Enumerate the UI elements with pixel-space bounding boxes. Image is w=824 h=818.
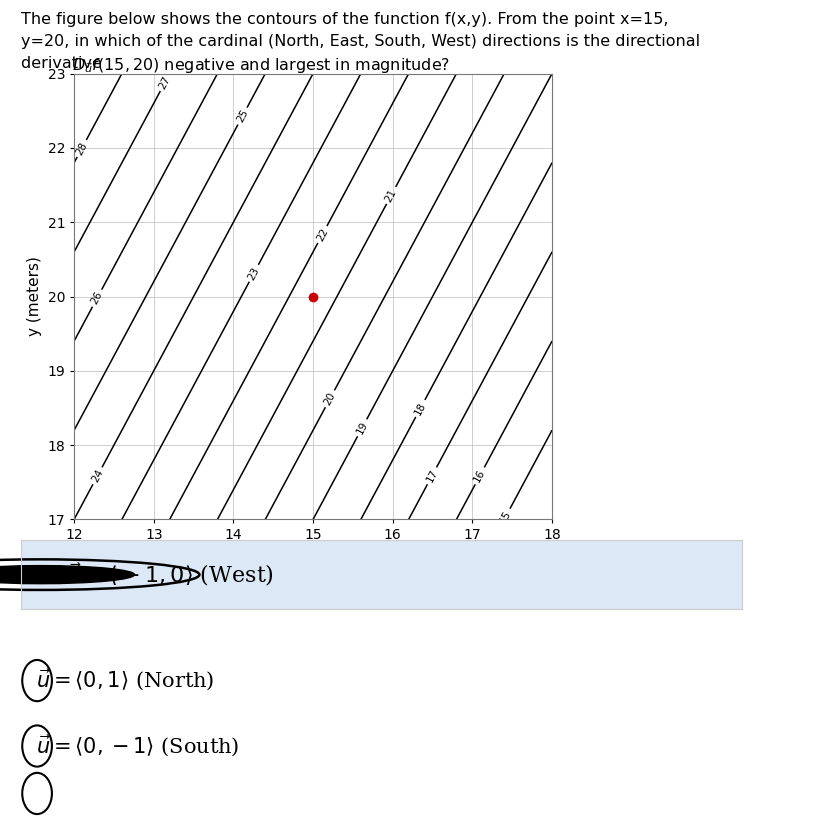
- Text: $\vec{u} = \langle -1, 0\rangle$ (West): $\vec{u} = \langle -1, 0\rangle$ (West): [68, 561, 274, 588]
- Text: $D_{\vec{u}}f(15, 20)$ negative and largest in magnitude?: $D_{\vec{u}}f(15, 20)$ negative and larg…: [72, 56, 450, 75]
- Text: 28: 28: [74, 140, 89, 157]
- Circle shape: [0, 565, 134, 584]
- Text: y=20, in which of the cardinal (North, East, South, West) directions is the dire: y=20, in which of the cardinal (North, E…: [21, 34, 700, 49]
- Text: 21: 21: [384, 187, 399, 204]
- Y-axis label: y (meters): y (meters): [27, 257, 42, 336]
- Text: 23: 23: [246, 265, 261, 281]
- Text: 17: 17: [424, 468, 439, 484]
- Text: 24: 24: [90, 468, 105, 484]
- Text: The figure below shows the contours of the function f(x,y). From the point x=15,: The figure below shows the contours of t…: [21, 12, 668, 27]
- Text: 18: 18: [413, 400, 428, 416]
- Text: 27: 27: [157, 74, 172, 91]
- Text: 20: 20: [322, 391, 338, 407]
- Text: $\vec{u} = \langle 0, 1\rangle$ (North): $\vec{u} = \langle 0, 1\rangle$ (North): [36, 668, 214, 693]
- Text: 19: 19: [354, 420, 370, 436]
- Text: 25: 25: [235, 108, 250, 124]
- X-axis label: x (meters): x (meters): [274, 548, 353, 563]
- Text: 26: 26: [90, 290, 105, 307]
- Text: 22: 22: [315, 227, 330, 243]
- Text: derivative: derivative: [21, 56, 106, 71]
- Text: $\vec{u} = \langle 0, -1\rangle$ (South): $\vec{u} = \langle 0, -1\rangle$ (South): [36, 734, 240, 758]
- Text: 16: 16: [472, 468, 487, 484]
- Text: 15: 15: [498, 509, 513, 525]
